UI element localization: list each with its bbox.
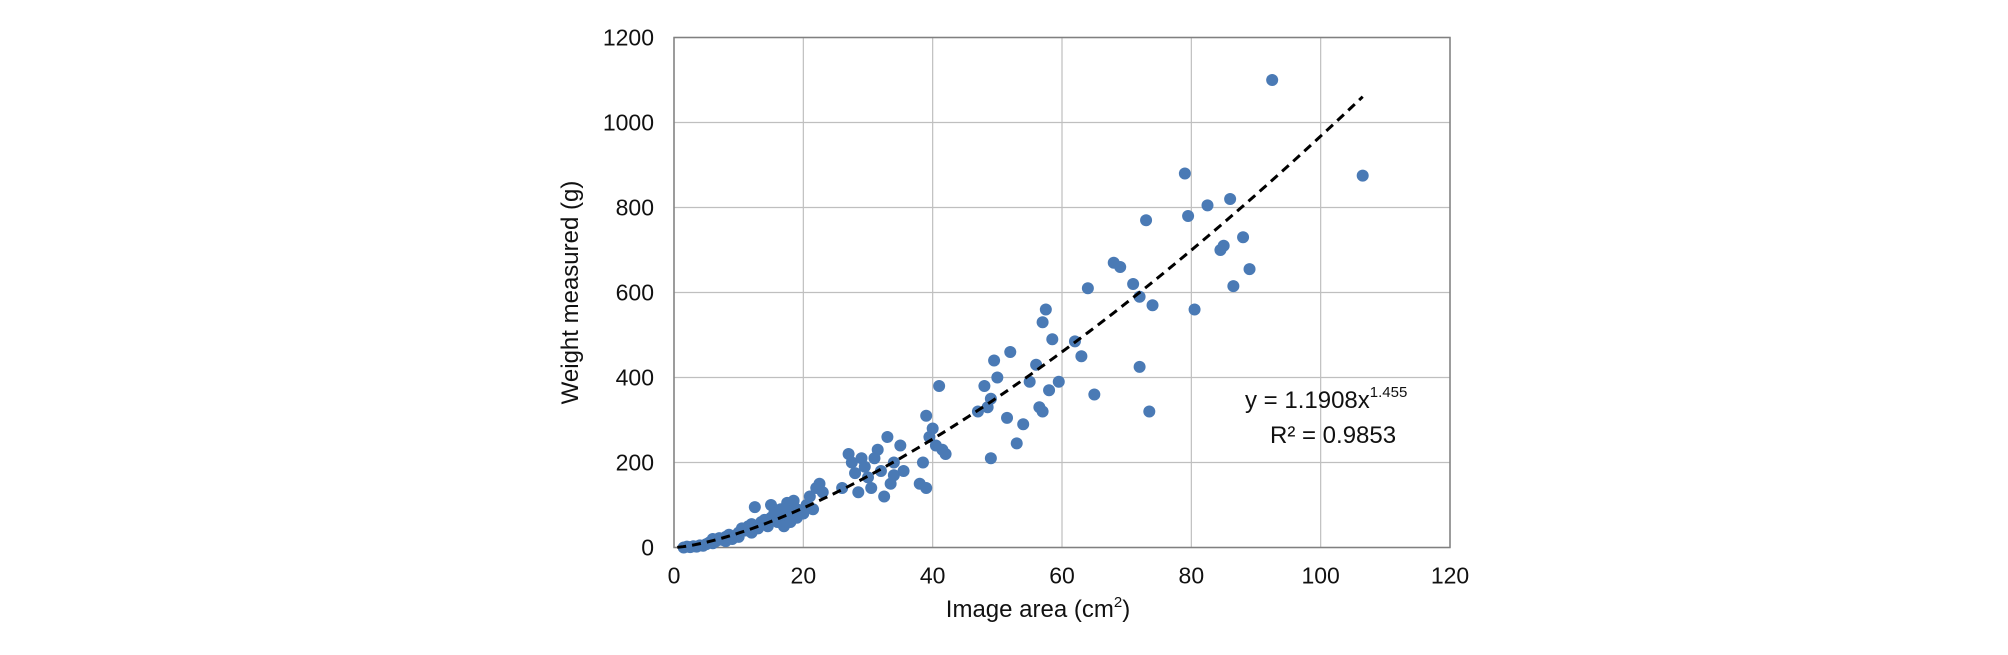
data-point xyxy=(916,456,929,469)
x-tick-label: 0 xyxy=(668,563,681,589)
data-point xyxy=(887,469,900,482)
data-point xyxy=(1036,316,1049,329)
data-point xyxy=(881,431,894,443)
data-point xyxy=(874,465,887,477)
y-axis-tick-labels: 0 200 400 600 800 1000 1200 xyxy=(603,25,654,561)
x-axis-title-main: Image area (cm xyxy=(946,596,1114,623)
data-point xyxy=(845,456,858,469)
power-trendline xyxy=(677,95,1364,549)
data-point xyxy=(1127,278,1140,290)
data-point xyxy=(991,371,1004,384)
x-tick-label: 20 xyxy=(791,563,817,589)
data-point xyxy=(1143,405,1156,418)
y-tick-label: 600 xyxy=(616,280,654,306)
data-point xyxy=(803,490,816,503)
trendline-equation-main: y = 1.1908x xyxy=(1245,387,1370,414)
data-point xyxy=(1043,384,1056,397)
data-point xyxy=(1052,375,1065,388)
x-tick-label: 60 xyxy=(1049,563,1075,589)
x-axis-title-superscript: 2 xyxy=(1114,594,1122,611)
y-tick-label: 1200 xyxy=(603,25,654,51)
grid-lines xyxy=(673,36,1451,549)
data-point xyxy=(1140,214,1153,227)
x-tick-label: 100 xyxy=(1301,563,1339,589)
data-point xyxy=(1046,333,1059,346)
data-point xyxy=(897,465,910,477)
data-point xyxy=(1036,405,1049,418)
data-point xyxy=(748,501,761,514)
y-tick-label: 0 xyxy=(641,535,654,561)
data-point xyxy=(1004,346,1017,358)
y-tick-label: 1000 xyxy=(603,110,654,136)
trendline-equation: y = 1.1908x1.455 xyxy=(1245,384,1407,414)
y-axis-title: Weight measured (g) xyxy=(557,181,584,405)
data-point xyxy=(920,482,933,494)
data-point xyxy=(978,380,991,392)
data-point xyxy=(1237,231,1250,244)
data-point xyxy=(1243,263,1256,276)
data-point xyxy=(1217,239,1230,252)
data-point xyxy=(858,460,871,473)
data-point xyxy=(871,443,884,456)
data-point xyxy=(1133,360,1146,373)
x-tick-label: 80 xyxy=(1179,563,1205,589)
data-point xyxy=(1227,280,1240,293)
data-point xyxy=(1088,388,1101,401)
x-tick-label: 40 xyxy=(920,563,946,589)
data-point xyxy=(849,467,862,480)
data-point xyxy=(816,486,829,499)
data-point xyxy=(894,439,907,452)
x-axis-title-tail: ) xyxy=(1122,596,1130,623)
x-axis-tick-labels: 0 20 40 60 80 100 120 xyxy=(668,563,1470,589)
x-tick-label: 120 xyxy=(1431,563,1469,589)
data-point xyxy=(878,490,891,503)
data-point xyxy=(862,471,874,484)
data-point xyxy=(933,380,946,392)
data-point xyxy=(984,392,997,405)
y-tick-label: 200 xyxy=(616,450,654,476)
plot-area-frame xyxy=(673,36,1451,549)
data-point xyxy=(939,448,952,460)
data-point xyxy=(920,409,933,422)
data-point xyxy=(852,486,865,499)
data-point xyxy=(988,354,1001,367)
data-point xyxy=(1182,210,1195,222)
data-point xyxy=(1146,299,1159,312)
data-point xyxy=(926,422,939,435)
data-point xyxy=(1081,282,1094,295)
data-point xyxy=(865,482,878,494)
data-point xyxy=(1188,303,1201,316)
data-point xyxy=(1266,74,1279,86)
r-squared-label: R² = 0.9853 xyxy=(1270,422,1396,449)
data-point xyxy=(1017,418,1030,431)
data-point xyxy=(1178,167,1191,180)
y-tick-label: 400 xyxy=(616,365,654,391)
y-tick-label: 800 xyxy=(616,195,654,221)
data-point xyxy=(1356,169,1369,182)
data-point xyxy=(1075,350,1088,363)
x-axis-title: Image area (cm2) xyxy=(946,594,1130,623)
data-points xyxy=(677,74,1369,554)
data-point xyxy=(1224,193,1237,205)
data-point xyxy=(1010,437,1023,450)
data-point xyxy=(1201,199,1214,212)
data-point xyxy=(1039,303,1052,316)
data-point xyxy=(1001,411,1014,424)
data-point xyxy=(1114,261,1127,273)
trendline-equation-exponent: 1.455 xyxy=(1370,384,1408,401)
data-point xyxy=(984,452,997,465)
